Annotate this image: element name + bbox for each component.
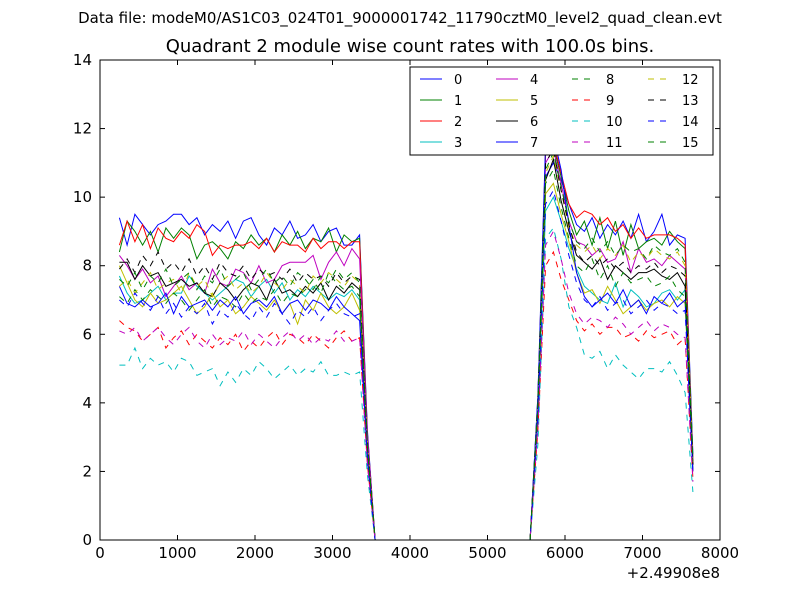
x-tick-label: 0 <box>95 544 105 562</box>
x-tick-label: 5000 <box>468 544 506 562</box>
legend-label-13: 13 <box>682 94 699 109</box>
series-line-10 <box>119 226 694 540</box>
series-layer <box>118 134 694 540</box>
x-tick-label: 6000 <box>546 544 584 562</box>
series-line-12 <box>119 154 694 540</box>
y-tick-label: 14 <box>73 51 92 69</box>
y-tick-label: 6 <box>82 325 92 343</box>
series-line-7 <box>118 134 694 540</box>
series-line-13 <box>119 147 694 540</box>
legend-label-11: 11 <box>606 136 623 151</box>
legend-label-10: 10 <box>606 115 623 130</box>
legend-label-2: 2 <box>454 115 462 130</box>
legend-label-9: 9 <box>606 94 614 109</box>
legend-label-0: 0 <box>454 73 462 88</box>
axis-layer: 0 1000 2000 3000 4000 5000 6000 7000 80000246810… <box>73 51 739 562</box>
x-tick-label: 1000 <box>158 544 196 562</box>
x-tick-label: 4000 <box>391 544 429 562</box>
legend-label-14: 14 <box>682 115 699 130</box>
legend-label-5: 5 <box>530 94 538 109</box>
y-tick-label: 10 <box>73 188 92 206</box>
x-tick-label: 3000 <box>313 544 351 562</box>
legend-label-6: 6 <box>530 115 538 130</box>
legend-label-3: 3 <box>454 136 462 151</box>
legend-label-12: 12 <box>682 73 699 88</box>
series-line-8 <box>119 168 694 540</box>
legend-box <box>409 66 714 156</box>
series-line-4 <box>118 147 694 540</box>
y-tick-label: 2 <box>82 462 92 480</box>
y-tick-label: 4 <box>82 394 92 412</box>
legend-label-4: 4 <box>530 73 538 88</box>
legend-label-1: 1 <box>454 94 462 109</box>
series-line-2 <box>118 141 694 540</box>
legend-label-7: 7 <box>530 136 538 151</box>
series-line-6 <box>119 157 694 540</box>
figure-suptitle: Data file: modeM0/AS1C03_024T01_90000017… <box>78 9 722 27</box>
series-line-0 <box>118 161 694 540</box>
x-tick-label: 7000 <box>623 544 661 562</box>
series-line-9 <box>119 250 694 540</box>
y-tick-label: 0 <box>82 531 92 549</box>
legend-label-8: 8 <box>606 73 614 88</box>
x-tick-label: 2000 <box>236 544 274 562</box>
x-tick-label: 8000 <box>701 544 739 562</box>
chart-title: Quadrant 2 module wise count rates with … <box>165 36 655 57</box>
series-line-3 <box>118 195 694 540</box>
y-tick-label: 12 <box>73 120 92 138</box>
series-line-5 <box>118 182 694 540</box>
legend-label-15: 15 <box>682 136 699 151</box>
series-line-11 <box>119 230 694 540</box>
x-axis-offset-label: +2.49908e8 <box>627 564 720 582</box>
series-line-15 <box>119 151 694 540</box>
series-line-1 <box>118 144 694 540</box>
y-tick-label: 8 <box>82 257 92 275</box>
